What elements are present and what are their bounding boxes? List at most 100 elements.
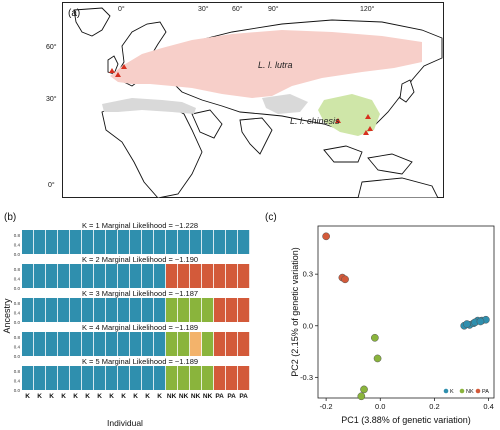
ancestry-bar xyxy=(22,332,34,356)
lon-tick-0: 0° xyxy=(118,5,125,13)
ancestry-bar xyxy=(82,298,94,322)
ancestry-bar xyxy=(130,298,142,322)
ancestry-bar xyxy=(82,264,94,288)
individual-label: NK xyxy=(203,393,213,400)
ancestry-bar xyxy=(238,366,250,390)
panel-label-c: (c) xyxy=(265,212,277,223)
individual-label: PA xyxy=(215,393,224,400)
ancestry-bar xyxy=(166,332,178,356)
ancestry-bar xyxy=(22,264,34,288)
ancestry-ylabel: Ancestry xyxy=(2,298,12,334)
ancestry-panel: K = 1 Marginal Likelihood = −1.228 0.0 0.4… xyxy=(2,221,250,428)
ancestry-bar xyxy=(154,366,166,390)
ancestry-bar xyxy=(82,332,94,356)
panel-label-a: (a) xyxy=(68,8,80,19)
ancestry-bar xyxy=(118,230,130,254)
ancestry-bar xyxy=(166,264,178,288)
pca-point-nk xyxy=(357,392,366,401)
ancestry-bar xyxy=(22,298,34,322)
ancestry-bar xyxy=(202,332,214,356)
ancestry-bar xyxy=(226,332,238,356)
world-map-panel: L. l. lutra L. l. chinesis (a) 0° 30° 60… xyxy=(62,2,444,198)
ancestry-bar xyxy=(46,366,58,390)
ancestry-bar xyxy=(142,298,154,322)
ancestry-ytick: 0.4 xyxy=(14,276,21,281)
individual-label: K xyxy=(37,393,42,400)
ancestry-bar xyxy=(238,332,250,356)
ancestry-bar xyxy=(214,264,226,288)
individual-label: K xyxy=(49,393,54,400)
ancestry-bar xyxy=(22,366,34,390)
individual-label: PA xyxy=(227,393,236,400)
ancestry-bar xyxy=(178,332,190,356)
ancestry-bar xyxy=(130,264,142,288)
ancestry-xlabel: Individual xyxy=(107,418,143,428)
pca-ylabel: PC2 (2.15% of genetic variation) xyxy=(290,247,300,377)
ancestry-bar xyxy=(190,298,202,322)
ancestry-bar xyxy=(58,264,70,288)
ancestry-bar xyxy=(190,332,202,356)
individual-label: K xyxy=(97,393,102,400)
ancestry-ytick: 0.8 xyxy=(14,369,21,374)
ancestry-bar xyxy=(202,366,214,390)
pca-xtick-label: 0.2 xyxy=(429,402,439,411)
ancestry-bar xyxy=(226,230,238,254)
ancestry-bar xyxy=(34,264,46,288)
lon-tick-60: 60° xyxy=(232,5,243,13)
ancestry-bar xyxy=(142,264,154,288)
ancestry-bar xyxy=(178,298,190,322)
ancestry-bar xyxy=(58,298,70,322)
legend-swatch xyxy=(459,388,465,394)
range-label-lutra: L. l. lutra xyxy=(258,60,293,70)
ancestry-bar xyxy=(202,264,214,288)
other-range-west xyxy=(102,98,196,114)
ancestry-bar xyxy=(82,366,94,390)
ancestry-bar xyxy=(226,298,238,322)
ancestry-bar xyxy=(142,230,154,254)
ancestry-bar xyxy=(202,298,214,322)
pca-xlabel: PC1 (3.88% of genetic variation) xyxy=(341,415,471,425)
ancestry-bar xyxy=(94,298,106,322)
structure-row-title: K = 3 Marginal Likelihood = −1.187 xyxy=(82,289,198,298)
ancestry-bar xyxy=(238,298,250,322)
ancestry-bar xyxy=(118,332,130,356)
structure-row-title: K = 4 Marginal Likelihood = −1.189 xyxy=(82,323,198,332)
individual-label: K xyxy=(133,393,138,400)
ancestry-bar xyxy=(46,298,58,322)
ancestry-bar xyxy=(94,264,106,288)
ancestry-bar xyxy=(106,332,118,356)
structure-row-title: K = 2 Marginal Likelihood = −1.190 xyxy=(82,255,198,264)
ancestry-bar xyxy=(58,366,70,390)
ancestry-bar xyxy=(190,264,202,288)
ancestry-bar xyxy=(34,230,46,254)
ancestry-bar xyxy=(70,332,82,356)
range-label-chinesis: L. l. chinesis xyxy=(290,116,340,126)
ancestry-bar xyxy=(154,230,166,254)
ancestry-ytick: 0.4 xyxy=(14,310,21,315)
ancestry-bar xyxy=(118,366,130,390)
ancestry-bar xyxy=(70,230,82,254)
ancestry-ytick: 0.8 xyxy=(14,233,21,238)
ancestry-ytick: 0.0 xyxy=(14,354,21,359)
individual-label: K xyxy=(25,393,30,400)
ancestry-bar xyxy=(34,366,46,390)
ancestry-bar xyxy=(154,264,166,288)
pca-scatter-panel: -0.2 0.0 0.2 0.4 -0.3 0.0 0.3 K NK PA PC1 (3.88% o… xyxy=(290,225,495,425)
ancestry-ytick: 0.0 xyxy=(14,252,21,257)
ancestry-bar xyxy=(190,230,202,254)
pca-point-nk xyxy=(360,385,368,394)
ancestry-bar xyxy=(166,298,178,322)
individual-label: PA xyxy=(239,393,248,400)
ancestry-bar xyxy=(70,264,82,288)
ancestry-bar xyxy=(178,366,190,390)
ancestry-ytick: 0.8 xyxy=(14,301,21,306)
ancestry-ytick: 0.8 xyxy=(14,335,21,340)
ancestry-bar xyxy=(214,366,226,390)
pca-ytick-label: -0.3 xyxy=(300,373,313,382)
legend-label: PA xyxy=(482,389,489,395)
ancestry-bar xyxy=(130,332,142,356)
ancestry-bar xyxy=(46,230,58,254)
individual-label: K xyxy=(61,393,66,400)
structure-row-title: K = 5 Marginal Likelihood = −1.189 xyxy=(82,357,198,366)
pca-point-pa xyxy=(341,275,349,284)
